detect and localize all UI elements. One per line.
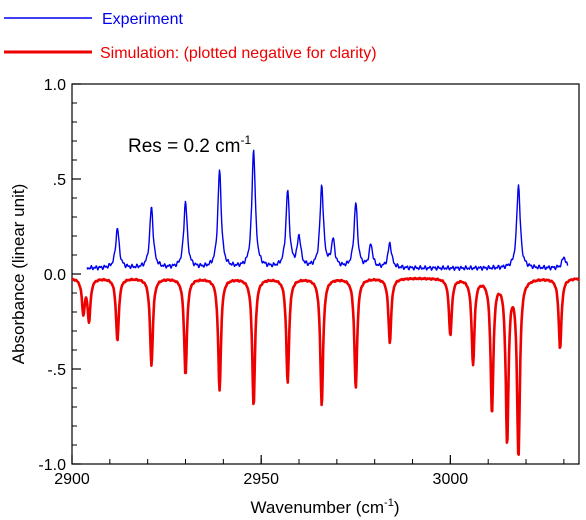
y-tick-label-3: -.5 <box>47 362 66 379</box>
legend-label-simulation: Simulation: (plotted negative for clarit… <box>100 45 377 62</box>
resolution-annotation-text: Res = 0.2 cm <box>128 136 240 157</box>
y-tick-label-4: -1.0 <box>38 457 66 474</box>
series-line-simulation <box>71 276 580 456</box>
x-tick-label-1: 2950 <box>243 471 279 488</box>
resolution-annotation: Res = 0.2 cm-1 <box>128 133 251 157</box>
y-axis-title: Absorbance (linear unit) <box>9 184 28 364</box>
series-line-experiment <box>86 149 569 271</box>
x-axis-title-main: Wavenumber (cm <box>251 498 385 517</box>
x-tick-label-2: 3000 <box>433 471 469 488</box>
legend-label-experiment: Experiment <box>102 11 183 28</box>
x-axis-title-tail: ) <box>394 498 400 517</box>
resolution-annotation-sup: -1 <box>240 133 251 147</box>
y-tick-label-0: 1.0 <box>44 77 66 94</box>
x-axis-title-sup: -1 <box>384 497 394 509</box>
x-axis-title: Wavenumber (cm-1) <box>251 497 400 517</box>
y-tick-label-1: .5 <box>53 172 66 189</box>
x-tick-label-0: 2900 <box>54 471 90 488</box>
y-tick-label-2: 0.0 <box>44 267 66 284</box>
series-layer <box>71 149 580 456</box>
legend: Experiment Simulation: (plotted negative… <box>4 11 377 62</box>
